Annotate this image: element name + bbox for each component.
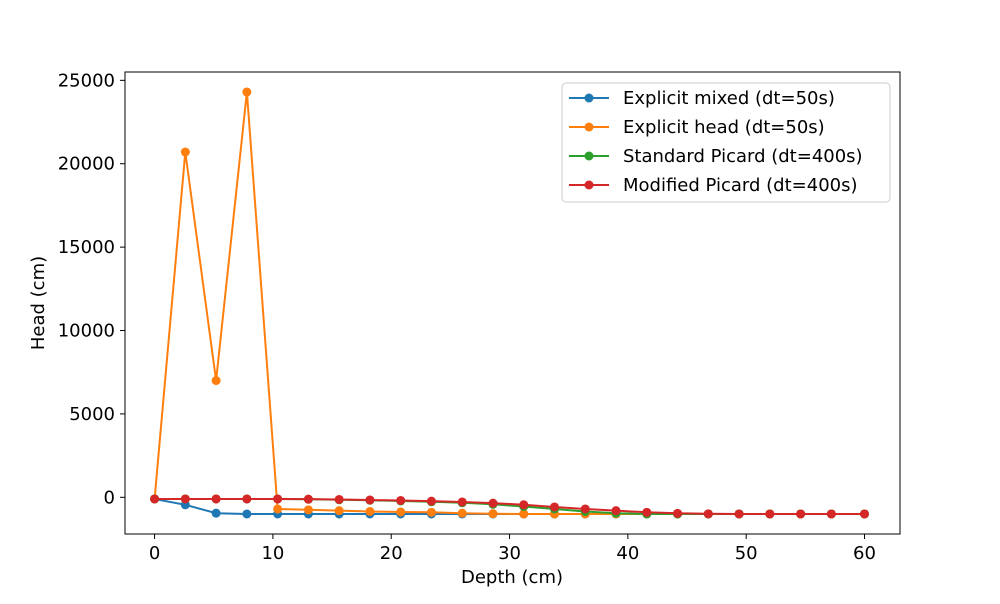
- data-point: [303, 505, 313, 515]
- y-tick-label: 15000: [58, 237, 115, 258]
- data-point: [242, 494, 252, 504]
- y-tick-label: 0: [104, 487, 115, 508]
- series-4: [150, 494, 870, 519]
- series-layer: [150, 87, 870, 519]
- y-tick-label: 20000: [58, 154, 115, 175]
- data-point: [396, 495, 406, 505]
- data-point: [488, 509, 498, 519]
- legend-label: Explicit head (dt=50s): [623, 117, 825, 138]
- data-point: [396, 507, 406, 517]
- data-point: [211, 376, 221, 386]
- data-point: [365, 495, 375, 505]
- x-tick-label: 30: [498, 543, 521, 564]
- data-point: [334, 494, 344, 504]
- legend-item: Modified Picard (dt=400s): [569, 175, 858, 196]
- data-point: [180, 494, 190, 504]
- data-point: [211, 508, 221, 518]
- x-axis-ticks: 0 10 20 30 40 50 60: [149, 534, 876, 564]
- x-tick-label: 60: [853, 543, 876, 564]
- x-tick-label: 10: [261, 543, 284, 564]
- legend-marker: [584, 180, 594, 190]
- data-point: [365, 506, 375, 516]
- data-point: [519, 509, 529, 519]
- data-point: [457, 497, 467, 507]
- data-point: [273, 494, 283, 504]
- data-point: [734, 509, 744, 519]
- data-point: [580, 504, 590, 514]
- x-tick-label: 0: [149, 543, 160, 564]
- data-point: [334, 506, 344, 516]
- x-tick-label: 20: [380, 543, 403, 564]
- data-point: [550, 502, 560, 512]
- data-point: [519, 500, 529, 510]
- data-point: [242, 509, 252, 519]
- data-point: [180, 147, 190, 157]
- legend-box: [561, 82, 891, 203]
- data-point: [303, 494, 313, 504]
- legend-label: Explicit mixed (dt=50s): [623, 88, 835, 109]
- data-point: [860, 509, 870, 519]
- data-point: [488, 498, 498, 508]
- y-axis-label: Head (cm): [28, 256, 49, 350]
- y-tick-label: 5000: [69, 404, 115, 425]
- x-tick-label: 50: [735, 543, 758, 564]
- legend-item: Explicit mixed (dt=50s): [569, 88, 835, 109]
- data-point: [703, 509, 713, 519]
- data-point: [426, 496, 436, 506]
- series-line: [154, 498, 865, 515]
- data-point: [826, 509, 836, 519]
- y-tick-label: 25000: [58, 70, 115, 91]
- legend-label: Modified Picard (dt=400s): [623, 175, 858, 196]
- x-axis-label: Depth (cm): [461, 567, 563, 588]
- y-axis-ticks: 0 5000 10000 15000 20000 25000: [58, 70, 125, 508]
- legend-item: Explicit head (dt=50s): [569, 117, 825, 138]
- legend-marker: [584, 122, 594, 132]
- series-line: [154, 498, 865, 515]
- plot-frame: [124, 71, 901, 535]
- data-point: [673, 508, 683, 518]
- data-point: [765, 509, 775, 519]
- legend: Explicit mixed (dt=50s) Explicit head (dt…: [561, 82, 891, 203]
- data-point: [273, 504, 283, 514]
- legend-marker: [584, 93, 594, 103]
- data-point: [457, 508, 467, 518]
- legend-label: Standard Picard (dt=400s): [623, 146, 863, 167]
- data-point: [242, 87, 252, 97]
- data-point: [150, 494, 160, 504]
- series-line: [154, 498, 865, 515]
- data-point: [642, 507, 652, 517]
- x-tick-label: 40: [616, 543, 639, 564]
- data-point: [211, 494, 221, 504]
- data-point: [611, 506, 621, 516]
- legend-item: Standard Picard (dt=400s): [569, 146, 863, 167]
- data-point: [796, 509, 806, 519]
- legend-marker: [584, 151, 594, 161]
- data-point: [426, 507, 436, 517]
- y-tick-label: 10000: [58, 321, 115, 342]
